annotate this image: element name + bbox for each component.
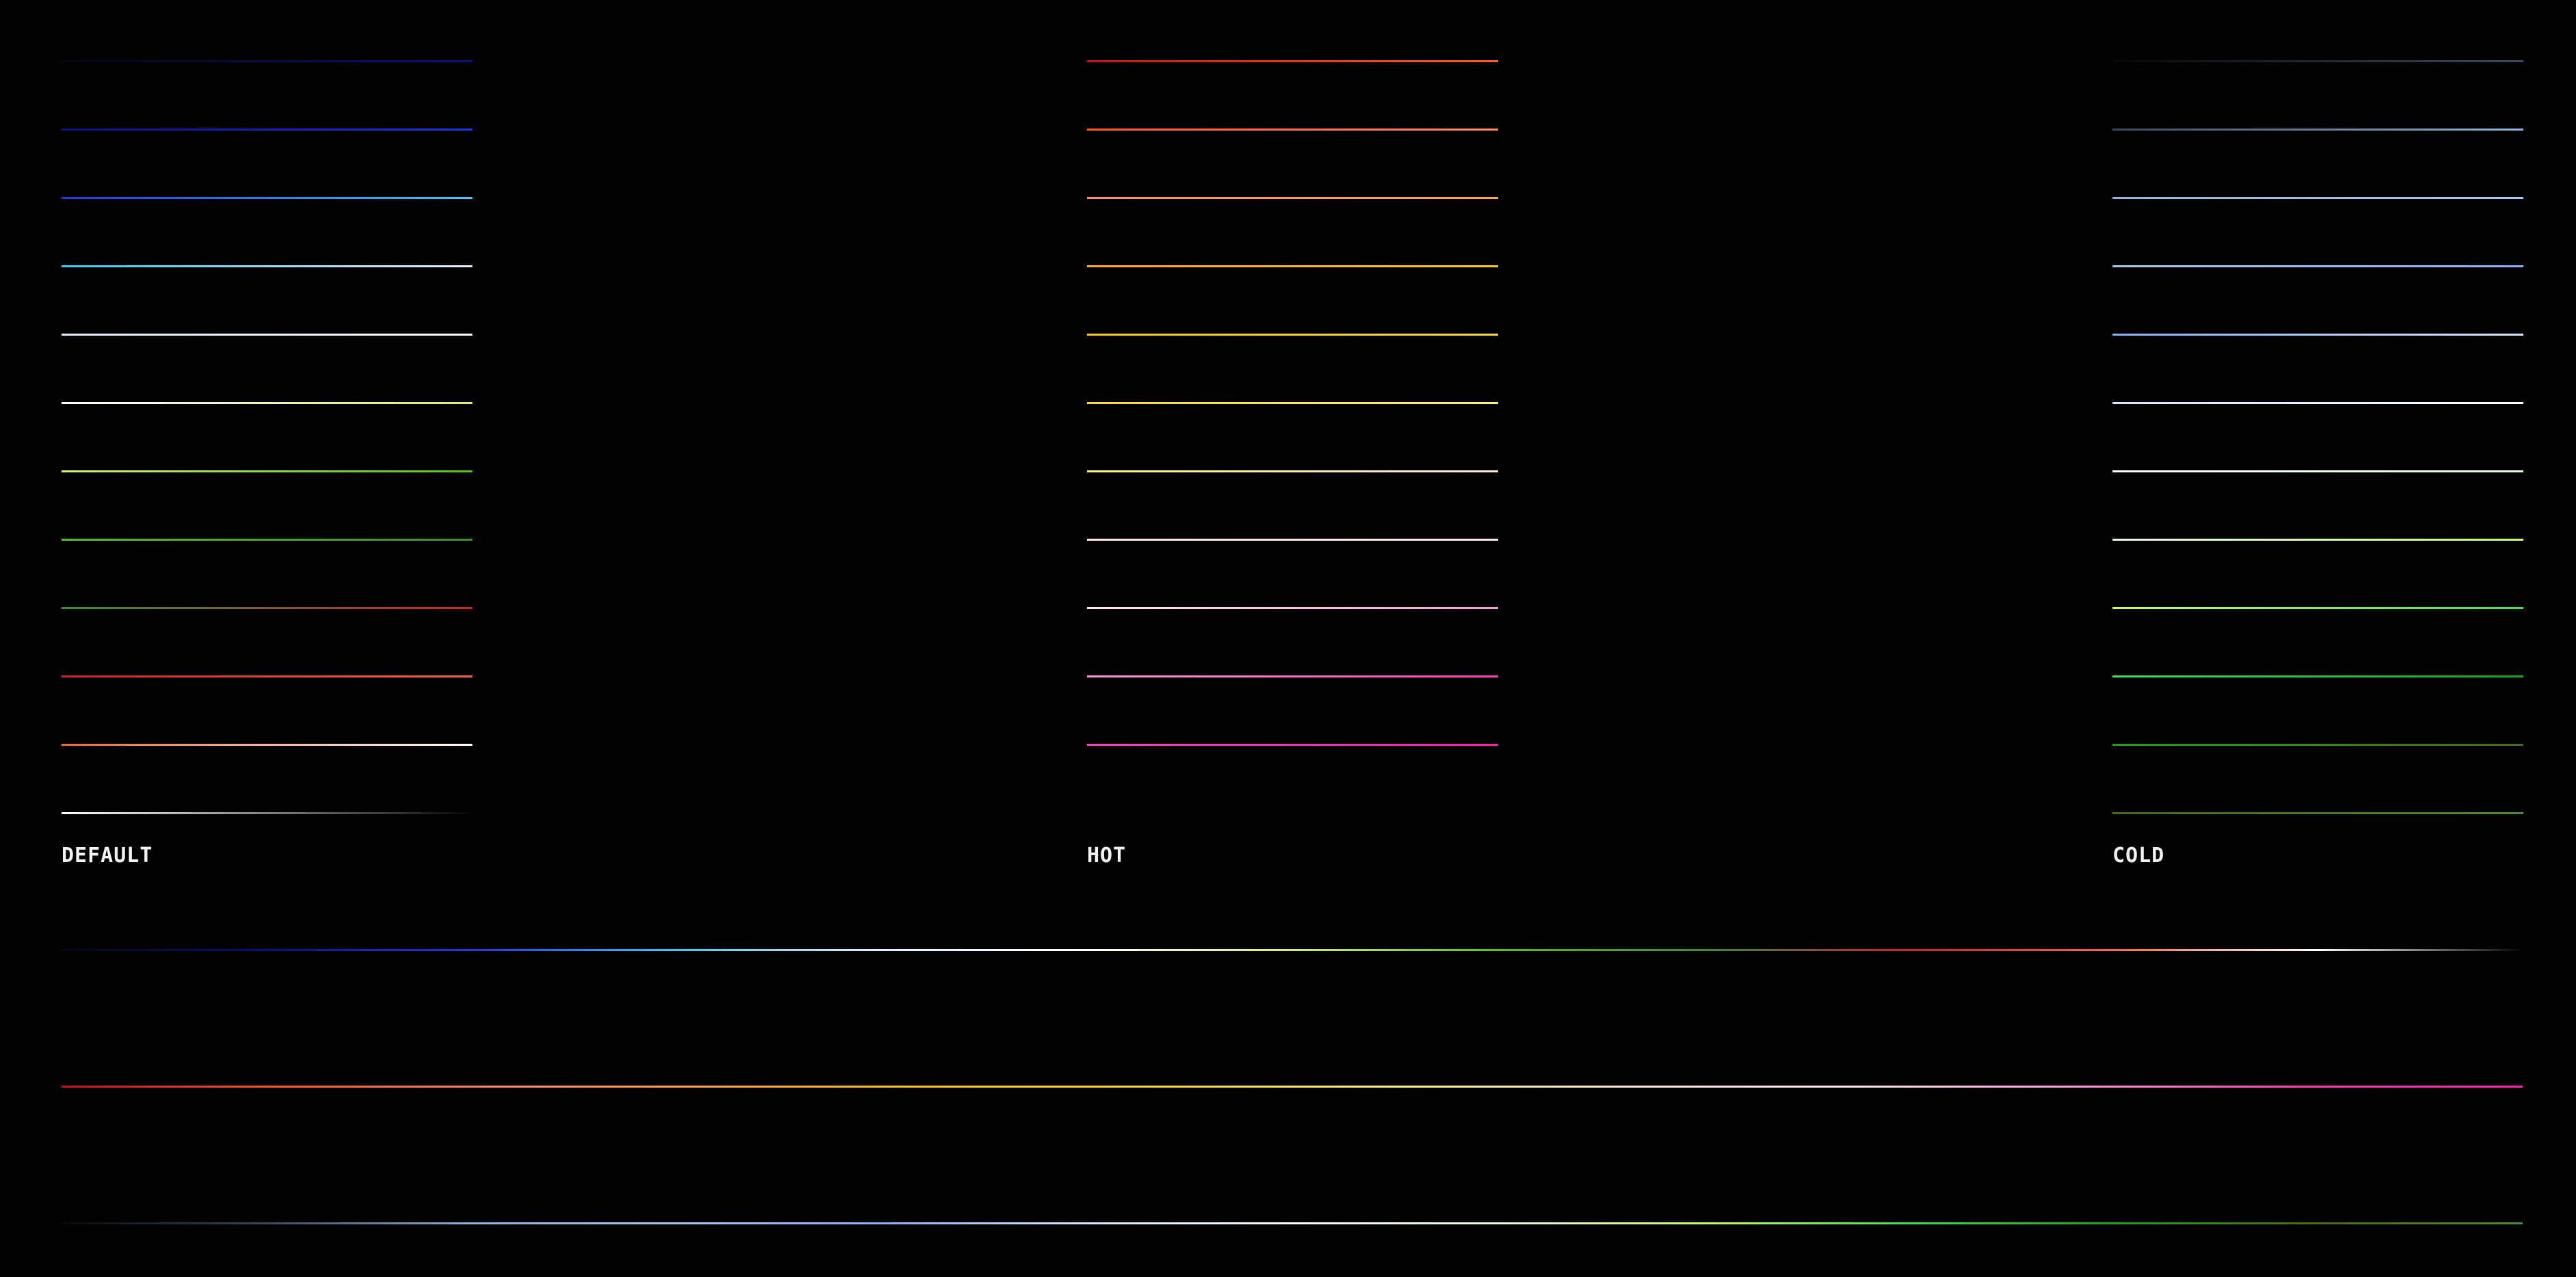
default-gradient-line [62, 607, 472, 609]
hot-gradient-line [1087, 675, 1498, 677]
hot-gradient-line [1087, 402, 1498, 404]
cold-gradient-line [2112, 675, 2523, 677]
default-gradient-line [62, 744, 472, 746]
default-gradient-line [62, 334, 472, 336]
hot-gradient-line [1087, 197, 1498, 199]
default-gradient-line [62, 539, 472, 541]
palette-panel-cold: COLD [2112, 0, 2523, 875]
hot-gradient-line [1087, 334, 1498, 336]
palette-label-default: DEFAULT [62, 844, 152, 868]
cold-gradient-line [2112, 607, 2523, 609]
hot-gradient-line [1087, 265, 1498, 267]
gradient-strip-default [62, 949, 2523, 951]
palette-panel-default: DEFAULT [62, 0, 472, 875]
cold-gradient-line [2112, 129, 2523, 131]
cold-gradient-line [2112, 60, 2523, 62]
cold-gradient-line [2112, 334, 2523, 336]
default-gradient-line [62, 197, 472, 199]
default-gradient-line [62, 675, 472, 677]
cold-gradient-line [2112, 470, 2523, 472]
hot-gradient-line [1087, 60, 1498, 62]
cold-gradient-line [2112, 744, 2523, 746]
default-gradient-line [62, 470, 472, 472]
palette-panel-hot: HOT [1087, 0, 1498, 875]
hot-gradient-line [1087, 744, 1498, 746]
default-gradient-line [62, 60, 472, 62]
default-gradient-line [62, 265, 472, 267]
hot-gradient-line [1087, 470, 1498, 472]
palette-label-cold: COLD [2112, 844, 2164, 868]
gradient-strip-cold [62, 1222, 2523, 1224]
default-gradient-line [62, 402, 472, 404]
cold-gradient-line [2112, 539, 2523, 541]
cold-gradient-line [2112, 265, 2523, 267]
cold-gradient-line [2112, 402, 2523, 404]
hot-gradient-line [1087, 539, 1498, 541]
gradient-strip-hot [62, 1086, 2523, 1088]
cold-gradient-line [2112, 197, 2523, 199]
hot-gradient-line [1087, 129, 1498, 131]
default-gradient-line [62, 129, 472, 131]
cold-gradient-line [2112, 812, 2523, 814]
palette-label-hot: HOT [1087, 844, 1126, 868]
hot-gradient-line [1087, 607, 1498, 609]
default-gradient-line [62, 812, 472, 814]
